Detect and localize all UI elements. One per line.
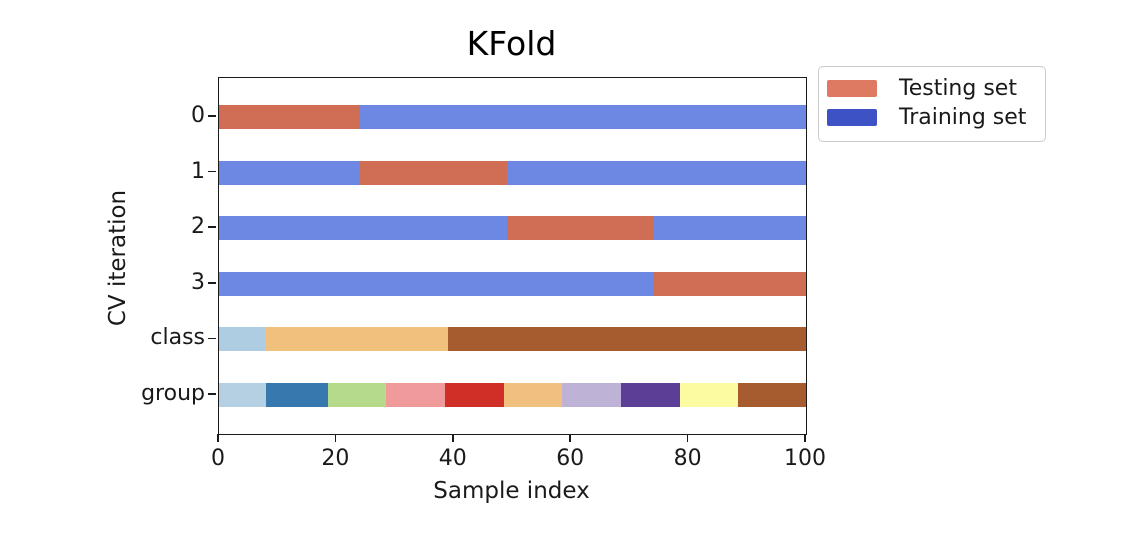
legend: Testing set Training set — [818, 66, 1046, 142]
legend-entry-testing: Testing set — [819, 77, 1045, 101]
x-tick-80 — [686, 434, 689, 442]
training-set-swatch — [827, 109, 877, 126]
legend-entry-training: Training set — [819, 106, 1045, 130]
y-tick-class — [208, 337, 216, 340]
y-tick-label-0: 0 — [191, 102, 205, 128]
x-tick-0 — [217, 434, 219, 442]
bar-segment-group-8 — [679, 383, 739, 408]
y-tick-group — [208, 393, 216, 395]
x-tick-100 — [804, 434, 806, 442]
bar-segment-1-test — [359, 160, 507, 185]
y-tick-label-2: 2 — [191, 214, 205, 240]
x-tick-label-100: 100 — [784, 446, 826, 471]
y-tick-label-3: 3 — [191, 269, 205, 295]
x-tick-label-60: 60 — [556, 446, 585, 471]
legend-label-testing: Testing set — [899, 76, 1017, 101]
y-tick-3 — [208, 281, 216, 284]
y-tick-label-1: 1 — [191, 158, 205, 184]
x-tick-label-0: 0 — [211, 446, 225, 471]
bar-segment-2-train — [219, 216, 507, 241]
x-tick-label-20: 20 — [321, 446, 350, 471]
bar-segment-3-test — [653, 271, 806, 296]
bar-segment-1-train — [506, 160, 806, 185]
bar-segment-group-2 — [327, 383, 387, 408]
bar-segment-1-train — [219, 160, 360, 185]
legend-label-training: Training set — [899, 105, 1027, 130]
chart-title: KFold — [466, 24, 557, 63]
bar-segment-class-1 — [265, 327, 448, 352]
x-axis-label: Sample index — [433, 478, 590, 504]
y-tick-label-group: group — [141, 381, 205, 407]
bar-segment-2-train — [653, 216, 806, 241]
x-tick-40 — [451, 434, 454, 442]
x-tick-60 — [569, 434, 572, 442]
x-tick-20 — [334, 434, 337, 442]
bar-segment-class-2 — [447, 327, 806, 352]
y-axis-label: CV iteration — [105, 189, 131, 327]
bar-segment-group-9 — [738, 383, 806, 408]
y-tick-2 — [208, 226, 216, 229]
bar-segment-0-test — [219, 104, 360, 129]
y-tick-1 — [208, 170, 216, 173]
bar-segment-group-5 — [503, 383, 563, 408]
bar-segment-2-test — [506, 216, 654, 241]
bar-segment-group-1 — [265, 383, 328, 408]
y-tick-0 — [208, 115, 216, 117]
bar-segment-group-4 — [444, 383, 504, 408]
bar-segment-group-0 — [219, 383, 266, 408]
bar-segment-group-7 — [621, 383, 680, 408]
testing-set-swatch — [827, 80, 877, 97]
x-tick-label-80: 80 — [673, 446, 702, 471]
bar-segment-group-6 — [562, 383, 622, 408]
plot-area — [218, 77, 807, 435]
bar-segment-group-3 — [386, 383, 445, 408]
y-tick-label-class: class — [150, 325, 205, 351]
bar-segment-class-0 — [219, 327, 266, 352]
bar-segment-0-train — [359, 104, 806, 129]
x-tick-label-40: 40 — [438, 446, 467, 471]
bar-segment-3-train — [219, 271, 654, 296]
